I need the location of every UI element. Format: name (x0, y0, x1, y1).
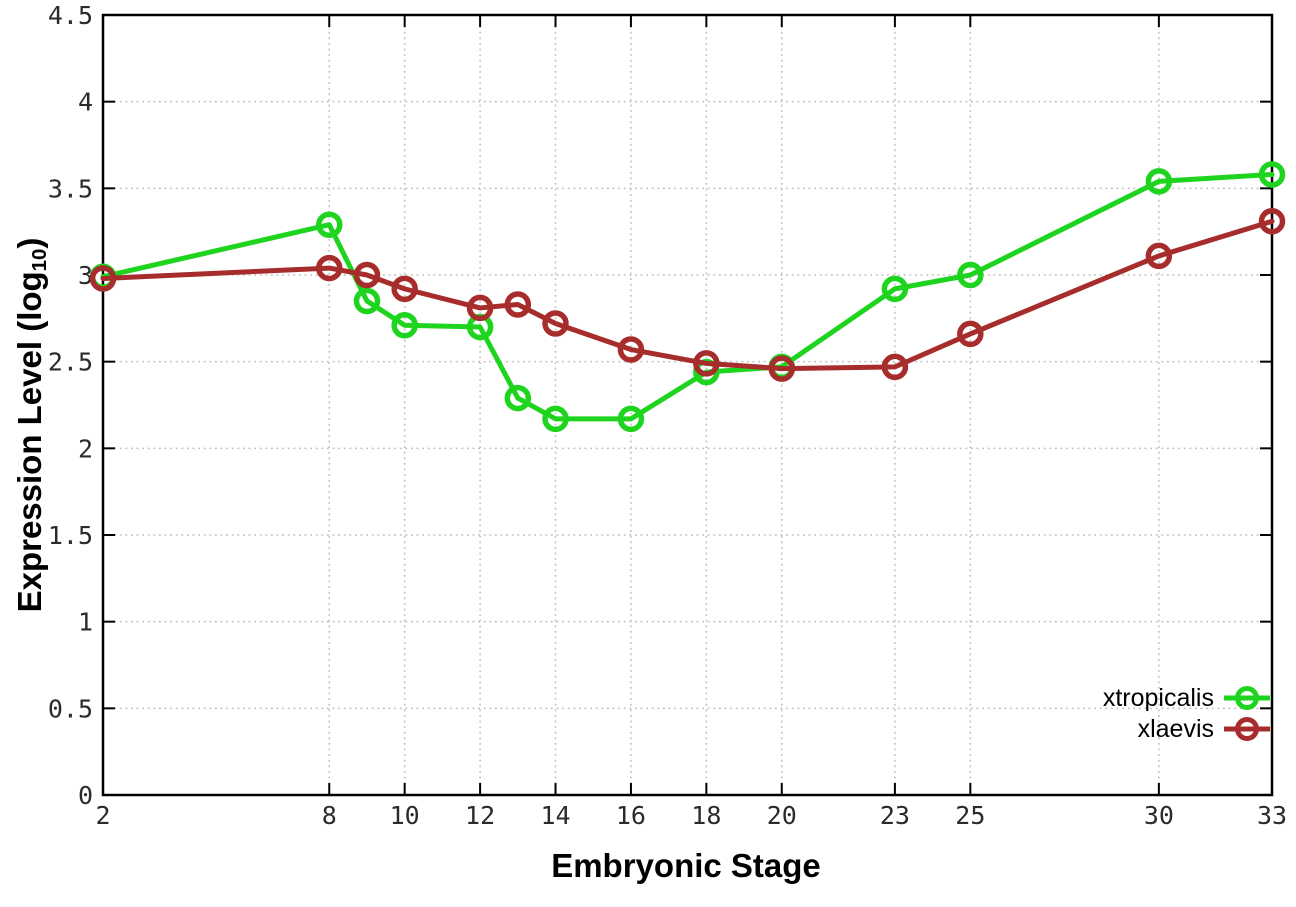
data-point-xlaevis (353, 261, 381, 289)
legend-item-xtropicalis: xtropicalis (1103, 684, 1270, 712)
data-point-xlaevis (504, 291, 532, 318)
y-tick-label: 2 (78, 434, 93, 463)
x-tick-label: 33 (1257, 801, 1287, 830)
data-point-xlaevis (957, 320, 984, 348)
legend-marker-xlaevis-icon (1224, 717, 1270, 741)
data-point-xlaevis (466, 294, 494, 322)
legend-item-xlaevis: xlaevis (1138, 715, 1270, 743)
x-tick-label: 20 (767, 801, 797, 830)
x-tick-label: 2 (95, 801, 110, 830)
data-point-xtropicalis (881, 275, 909, 303)
data-point-xlaevis (89, 265, 117, 292)
y-tick-label: 3 (78, 261, 93, 290)
data-point-xlaevis (768, 355, 796, 382)
data-point-xlaevis (617, 336, 645, 363)
y-axis-title: Expression Level (log10) (8, 205, 52, 645)
y-tick-label: 2.5 (48, 348, 93, 377)
data-point-xlaevis (391, 275, 418, 303)
y-tick-label: 0.5 (48, 694, 93, 723)
series-line-xlaevis (100, 218, 1275, 372)
x-tick-label: 23 (880, 801, 910, 830)
series-line-xtropicalis (100, 171, 1275, 422)
x-axis-title: Embryonic Stage (551, 847, 821, 884)
y-tick-label: 1 (78, 608, 93, 637)
data-point-xtropicalis (542, 405, 569, 433)
data-point-xtropicalis (1258, 161, 1286, 188)
y-tick-label: 3.5 (48, 174, 93, 203)
y-tick-label: 4.5 (48, 1, 93, 30)
data-point-xtropicalis (957, 261, 984, 289)
x-tick-label: 25 (955, 801, 985, 830)
y-tick-label: 4 (78, 88, 93, 117)
data-point-xtropicalis (316, 211, 343, 238)
data-point-xtropicalis (391, 312, 418, 339)
data-point-xlaevis (1258, 208, 1286, 235)
y-tick-label: 1.5 (48, 521, 93, 550)
y-axis-title-suffix: ) (11, 237, 48, 249)
data-point-xlaevis (542, 310, 569, 337)
legend-marker-xtropicalis-icon (1224, 686, 1270, 710)
legend-label-xtropicalis: xtropicalis (1102, 684, 1214, 712)
y-axis-title-subscript: 10 (28, 248, 52, 272)
data-point-xtropicalis (617, 405, 645, 433)
x-tick-label: 10 (390, 801, 420, 830)
x-tick-label: 16 (616, 801, 646, 830)
data-point-xlaevis (693, 350, 720, 377)
data-point-xtropicalis (504, 384, 532, 412)
x-tick-label: 8 (322, 801, 337, 830)
legend: xtropicalis xlaevis (1103, 684, 1270, 743)
x-tick-label: 18 (691, 801, 721, 830)
data-point-xlaevis (881, 353, 909, 381)
x-tick-label: 14 (540, 801, 570, 830)
data-point-xtropicalis (1145, 168, 1173, 195)
data-point-xlaevis (316, 254, 343, 282)
x-tick-label: 30 (1144, 801, 1174, 830)
data-point-xtropicalis (353, 287, 381, 315)
y-tick-label: 0 (78, 781, 93, 810)
data-point-xlaevis (1145, 242, 1173, 270)
y-axis-title-text: Expression Level (log (11, 271, 48, 613)
x-tick-label: 12 (465, 801, 495, 830)
plot-border (101, 13, 1274, 797)
legend-label-xlaevis: xlaevis (1137, 715, 1214, 743)
